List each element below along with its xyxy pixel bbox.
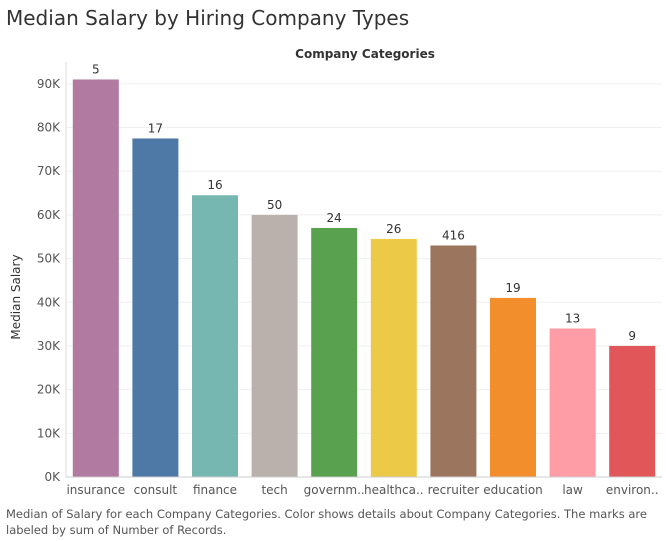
x-tick-label: tech [261, 483, 287, 497]
x-tick-label: consult [134, 483, 178, 497]
y-tick-label: 10K [37, 426, 61, 440]
bar-insurance[interactable] [72, 79, 119, 477]
bar-governm[interactable] [311, 228, 358, 477]
x-tick-label: finance [193, 483, 237, 497]
bar-finance[interactable] [192, 195, 238, 477]
bar-healthca[interactable] [370, 238, 417, 477]
y-tick-label: 60K [37, 208, 61, 222]
y-tick-label: 40K [37, 295, 61, 309]
y-tick-label: 50K [37, 252, 61, 266]
data-label: 19 [505, 281, 520, 295]
data-label: 5 [92, 62, 100, 76]
x-tick-label: healthca.. [364, 483, 424, 497]
chart-caption: Median of Salary for each Company Catego… [6, 507, 647, 537]
y-tick-label: 30K [37, 339, 61, 353]
bar-recruiter[interactable] [430, 245, 477, 477]
x-axis: insurance consult finance tech governm.. heal… [66, 476, 662, 497]
column-header: Company Categories [295, 47, 435, 61]
y-tick-label: 70K [37, 164, 61, 178]
x-tick-label: governm.. [304, 483, 365, 497]
page-title: Median Salary by Hiring Company Types [6, 6, 410, 30]
bar-tech[interactable] [251, 214, 298, 478]
x-tick-label: recruiter [428, 483, 480, 497]
bar-environ[interactable] [609, 345, 656, 477]
data-label: 416 [442, 228, 465, 242]
data-label: 13 [565, 311, 580, 325]
y-tick-label: 90K [37, 77, 61, 91]
bar-law[interactable] [549, 328, 596, 477]
bar-consult[interactable] [132, 138, 179, 477]
y-axis: 0K 10K 20K 30K 40K 50K 60K 70K 80K 90K [37, 62, 67, 484]
bars: 5 17 16 50 24 26 416 19 13 9 [72, 62, 656, 478]
x-tick-label: law [562, 483, 583, 497]
bar-chart: Company Categories Median Salary 0K 10K 20… [9, 47, 662, 497]
y-axis-title: Median Salary [9, 254, 23, 339]
data-label: 17 [148, 121, 163, 135]
data-label: 24 [327, 211, 342, 225]
y-tick-label: 20K [37, 383, 61, 397]
bar-education[interactable] [490, 297, 536, 477]
y-tick-label: 0K [44, 470, 61, 484]
y-tick-label: 80K [37, 121, 61, 135]
data-label: 50 [267, 198, 282, 212]
data-label: 16 [207, 178, 222, 192]
x-tick-label: environ.. [606, 483, 659, 497]
data-label: 9 [628, 329, 636, 343]
x-tick-label: insurance [66, 483, 125, 497]
x-tick-label: education [483, 483, 543, 497]
data-label: 26 [386, 222, 401, 236]
